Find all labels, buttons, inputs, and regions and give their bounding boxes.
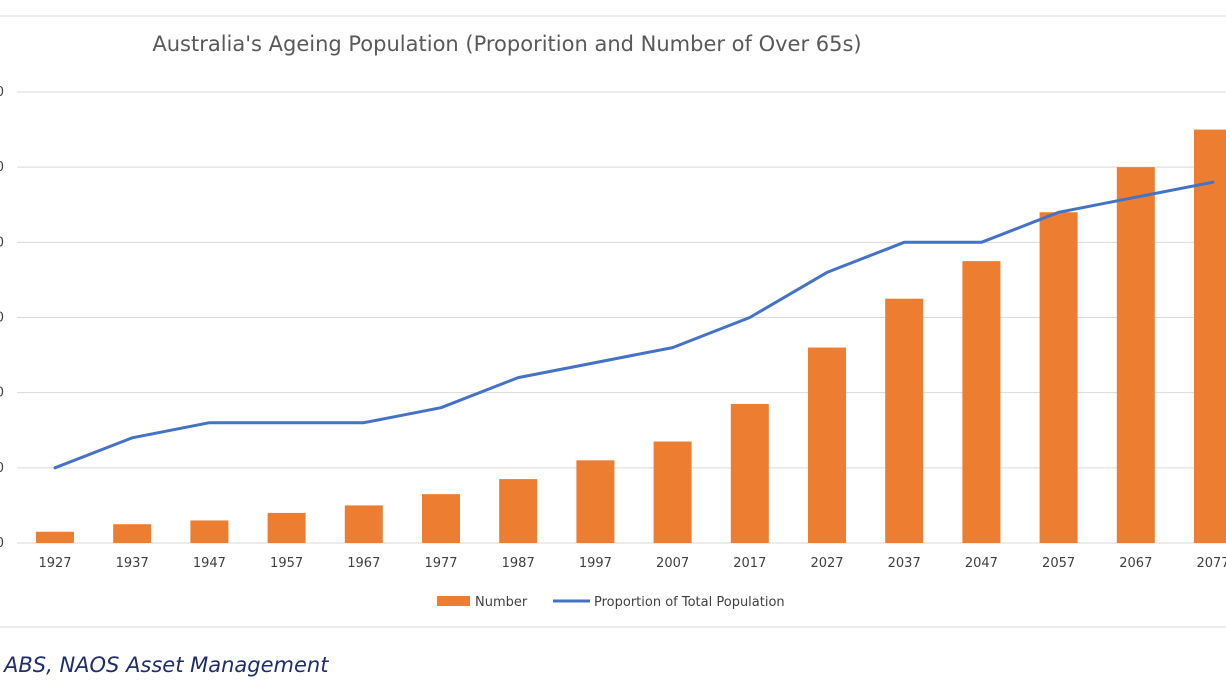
y-tick-label: 0 (0, 461, 4, 476)
x-tick-label-2017: 2017 (733, 556, 766, 571)
x-tick-label-2067: 2067 (1119, 556, 1152, 571)
y-tick-label: 0 (0, 536, 4, 551)
x-tick-label-2057: 2057 (1042, 556, 1075, 571)
bar-number-2037 (885, 298, 924, 543)
y-tick-label: 0 (0, 160, 4, 175)
bar-number-2067 (1116, 167, 1155, 543)
bar-number-1927 (36, 531, 74, 543)
number-bars (36, 129, 1226, 544)
x-tick-label-2037: 2037 (888, 556, 921, 571)
bar-number-1947 (190, 520, 229, 543)
x-tick-label-1997: 1997 (579, 556, 612, 571)
y-tick-label: 0 (0, 311, 4, 326)
x-tick-label-2047: 2047 (965, 556, 998, 571)
x-tick-label-1977: 1977 (424, 556, 457, 571)
legend-number-swatch (437, 596, 470, 606)
bar-number-1957 (267, 512, 306, 543)
bar-number-2047 (962, 261, 1001, 543)
bar-number-1937 (113, 524, 152, 543)
bar-number-2027 (808, 347, 846, 543)
source-note: ABS, NAOS Asset Management (4, 653, 329, 677)
bar-number-2057 (1039, 212, 1078, 543)
bar-number-2007 (653, 441, 692, 543)
bar-number-1967 (344, 505, 383, 543)
x-tick-label-1927: 1927 (38, 556, 71, 571)
x-tick-label-1967: 1967 (347, 556, 380, 571)
y-tick-label: 0 (0, 85, 4, 100)
bar-number-2017 (730, 403, 769, 543)
x-tick-label-1947: 1947 (193, 556, 226, 571)
x-tick-label-1957: 1957 (270, 556, 303, 571)
x-tick-label-1987: 1987 (502, 556, 535, 571)
x-tick-label-1937: 1937 (116, 556, 149, 571)
legend-number-label: Number (475, 595, 528, 610)
x-tick-label-2007: 2007 (656, 556, 689, 571)
proportion-line (53, 180, 1215, 470)
bar-number-1977 (422, 494, 460, 543)
x-tick-labels: 1927 1937 1947 1957 1967 1977 1987 1997 2007 2017… (38, 556, 1226, 571)
y-tick-label: 0 (0, 235, 4, 250)
bar-number-2077 (1194, 129, 1226, 544)
legend: Number Proportion of Total Population (437, 595, 785, 610)
bar-number-1997 (576, 460, 615, 543)
proportion-line-group (53, 180, 1215, 470)
y-tick-labels: 0 0 0 0 0 0 0 (0, 85, 4, 551)
legend-proportion-label: Proportion of Total Population (594, 595, 785, 610)
x-tick-label-2027: 2027 (810, 556, 843, 571)
bar-number-1987 (499, 479, 538, 543)
y-tick-label: 0 (0, 386, 4, 401)
x-tick-label-2077: 2077 (1196, 556, 1226, 571)
chart-title: Australia's Ageing Population (Proporiti… (152, 32, 861, 56)
